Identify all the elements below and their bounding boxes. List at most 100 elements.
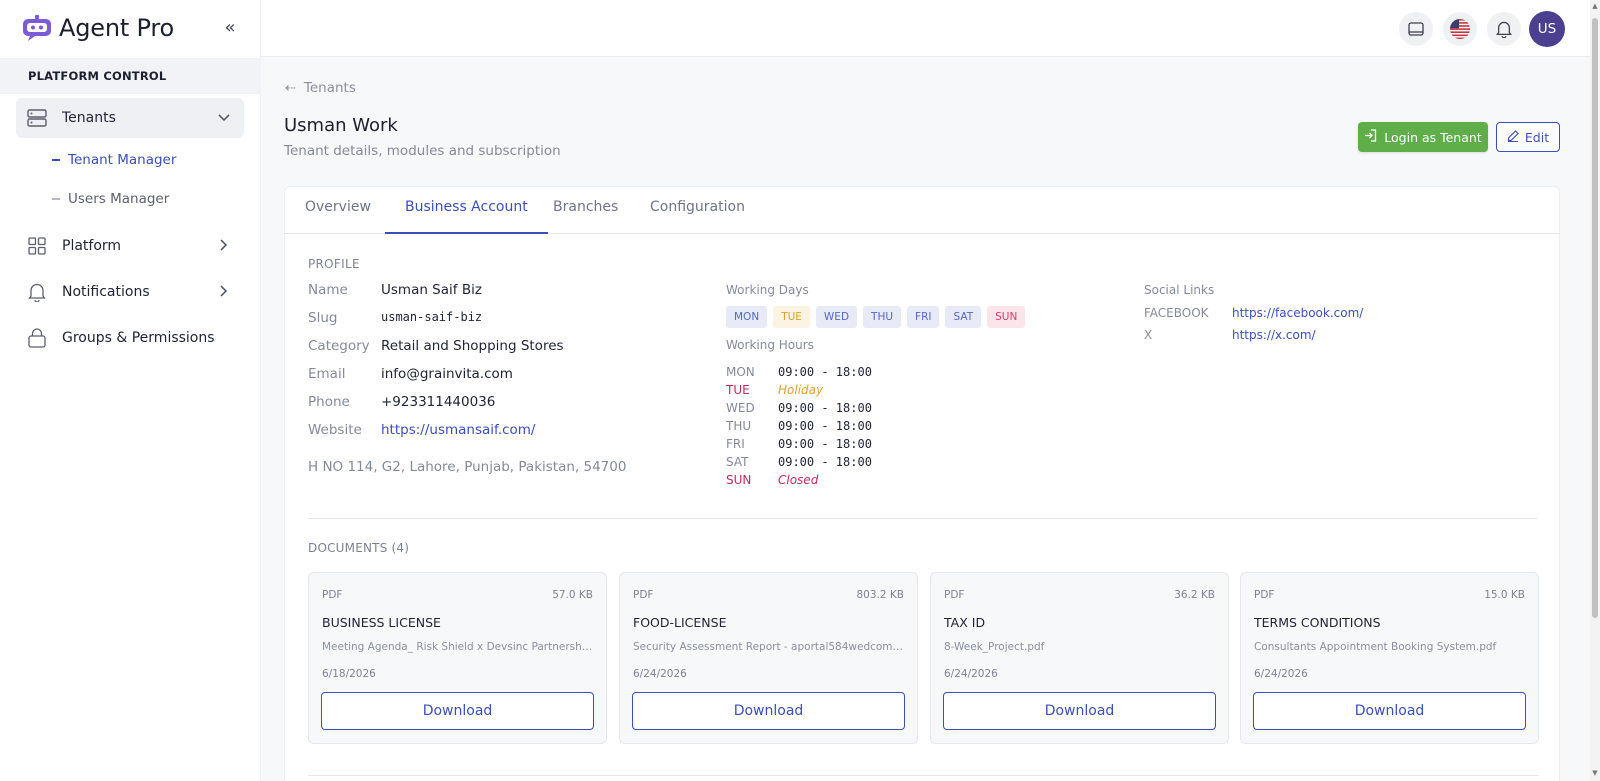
doc-filename: Meeting Agenda_ Risk Shield x Devsinc Pa…	[322, 641, 594, 653]
sidebar-item-groups-permissions[interactable]: Groups & Permissions	[16, 318, 244, 358]
sidebar-item-platform[interactable]: Platform	[16, 226, 244, 266]
page-subtitle: Tenant details, modules and subscription	[284, 143, 561, 159]
address: H NO 114, G2, Lahore, Punjab, Pakistan, …	[308, 459, 627, 475]
tenant-card: Overview Business Account Branches Confi…	[284, 186, 1560, 781]
back-arrow-icon: ⇠	[285, 80, 296, 96]
sidebar-subitem-users-manager[interactable]: Users Manager	[52, 187, 169, 211]
divider	[308, 518, 1538, 519]
sidebar-item-notifications[interactable]: Notifications	[16, 272, 244, 312]
doc-type: PDF	[322, 589, 343, 601]
divider	[308, 775, 1538, 776]
hours-row: SAT 09:00 - 18:00	[726, 453, 872, 471]
edit-icon	[1507, 129, 1519, 145]
tablet-icon[interactable]	[1399, 12, 1433, 46]
hours-row: SUN Closed	[726, 471, 872, 489]
hours-time: Holiday	[778, 383, 824, 397]
sidebar-item-tenants[interactable]: Tenants	[16, 98, 244, 138]
profile-value: +923311440036	[381, 394, 496, 410]
breadcrumb[interactable]: ⇠ Tenants	[285, 80, 356, 96]
hours-day: TUE	[726, 383, 750, 397]
doc-size: 36.2 KB	[1174, 589, 1215, 601]
download-button[interactable]: Download	[1253, 692, 1526, 730]
hours-time: 09:00 - 18:00	[778, 365, 872, 379]
login-as-tenant-button[interactable]: Login as Tenant	[1358, 122, 1488, 152]
profile-value: usman-saif-biz	[381, 310, 483, 324]
doc-date: 6/18/2026	[322, 668, 376, 680]
sidebar-item-label: Tenants	[62, 110, 116, 126]
hours-day: SAT	[726, 455, 749, 469]
bell-icon[interactable]	[1487, 12, 1521, 46]
profile-key: Name	[308, 282, 348, 298]
hours-time: Closed	[778, 473, 819, 487]
hours-row: MON 09:00 - 18:00	[726, 363, 872, 381]
sidebar: Agent Pro « PLATFORM CONTROL Tenants Ten…	[0, 0, 261, 781]
facebook-link[interactable]: https://facebook.com/	[1232, 306, 1364, 320]
social-key: X	[1144, 328, 1153, 342]
working-hours: MON 09:00 - 18:00 TUE Holiday WED 09:00 - 1…	[726, 363, 872, 489]
robot-logo-icon	[23, 15, 51, 41]
profile-key: Website	[308, 422, 362, 438]
download-button[interactable]: Download	[321, 692, 594, 730]
x-link[interactable]: https://x.com/	[1232, 328, 1316, 342]
tab-business-account[interactable]: Business Account	[385, 187, 548, 234]
tabs: Overview Business Account Branches Confi…	[285, 187, 1559, 234]
sidebar-subitem-label: Users Manager	[68, 191, 170, 207]
tab-configuration[interactable]: Configuration	[650, 199, 745, 215]
document-card: PDF 57.0 KB BUSINESS LICENSE Meeting Age…	[308, 572, 607, 744]
documents-header: DOCUMENTS (4)	[308, 541, 410, 555]
edit-button[interactable]: Edit	[1496, 122, 1560, 152]
chevron-down-icon	[214, 111, 234, 125]
profile-value: info@grainvita.com	[381, 366, 513, 382]
profile-value: Usman Saif Biz	[381, 282, 482, 298]
download-button[interactable]: Download	[943, 692, 1216, 730]
working-days-chips: MON TUE WED THU FRI SAT SUN	[726, 306, 1031, 328]
social-links-label: Social Links	[1144, 283, 1215, 297]
scroll-thumb[interactable]	[1592, 18, 1598, 618]
hours-day: MON	[726, 365, 755, 379]
document-card: PDF 15.0 KB TERMS CONDITIONS Consultants…	[1240, 572, 1539, 744]
hours-time: 09:00 - 18:00	[778, 401, 872, 415]
sidebar-subitem-tenant-manager[interactable]: Tenant Manager	[52, 148, 176, 172]
app-name: Agent Pro	[59, 14, 174, 42]
collapse-sidebar-icon[interactable]: «	[224, 17, 236, 38]
day-chip: TUE	[773, 306, 810, 328]
topbar: US	[261, 0, 1590, 57]
social-row-x: X https://x.com/	[1144, 328, 1316, 342]
profile-row-email: Email info@grainvita.com	[308, 366, 513, 382]
doc-size: 57.0 KB	[552, 589, 593, 601]
scrollbar[interactable]: ▲ ▼	[1590, 0, 1600, 781]
lock-icon	[26, 327, 48, 349]
doc-date: 6/24/2026	[1254, 668, 1308, 680]
scroll-down-icon[interactable]: ▼	[1592, 769, 1598, 777]
hours-time: 09:00 - 18:00	[778, 437, 872, 451]
download-button[interactable]: Download	[632, 692, 905, 730]
social-key: FACEBOOK	[1144, 306, 1209, 320]
doc-type: PDF	[1254, 589, 1275, 601]
day-chip: SUN	[987, 306, 1026, 328]
working-hours-label: Working Hours	[726, 338, 814, 352]
avatar[interactable]: US	[1529, 11, 1565, 47]
login-icon	[1364, 128, 1377, 146]
scroll-up-icon[interactable]: ▲	[1592, 2, 1598, 10]
breadcrumb-label: Tenants	[303, 80, 356, 96]
website-link[interactable]: https://usmansaif.com/	[381, 422, 536, 438]
doc-filename: 8-Week_Project.pdf	[944, 641, 1045, 653]
doc-date: 6/24/2026	[944, 668, 998, 680]
us-flag-icon[interactable]	[1443, 12, 1477, 46]
working-days-label: Working Days	[726, 283, 809, 297]
tab-overview[interactable]: Overview	[305, 199, 371, 215]
profile-value: Retail and Shopping Stores	[381, 338, 564, 354]
chevron-right-icon	[214, 238, 234, 254]
profile-key: Slug	[308, 310, 338, 326]
tab-branches[interactable]: Branches	[553, 199, 619, 215]
hours-time: 09:00 - 18:00	[778, 455, 872, 469]
bell-icon	[26, 281, 48, 303]
doc-size: 15.0 KB	[1484, 589, 1525, 601]
brand[interactable]: Agent Pro	[22, 12, 174, 44]
document-card: PDF 803.2 KB FOOD-LICENSE Security Asses…	[619, 572, 918, 744]
server-icon	[26, 107, 48, 129]
day-chip: WED	[815, 306, 858, 328]
profile-row-website: Website https://usmansaif.com/	[308, 422, 535, 438]
hours-row: WED 09:00 - 18:00	[726, 399, 872, 417]
section-header: PLATFORM CONTROL	[0, 58, 261, 94]
